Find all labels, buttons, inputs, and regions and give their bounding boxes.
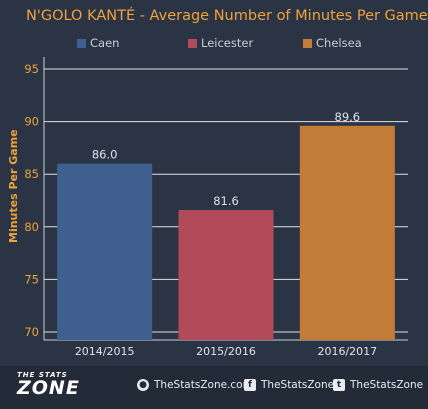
logo-top-text: THE STATS <box>17 371 68 379</box>
legend-swatch <box>77 38 86 48</box>
legend-label: Chelsea <box>316 36 362 50</box>
bar <box>299 125 395 340</box>
bar-value-label: 81.6 <box>213 194 239 208</box>
bar-value-label: 89.6 <box>335 110 361 124</box>
chart-legend: Caen Leicester Chelsea <box>0 36 428 50</box>
bar-value-label: 86.0 <box>92 148 118 162</box>
twitter-link[interactable]: t TheStatsZone <box>333 379 423 391</box>
x-tick-label: 2015/2016 <box>196 345 256 358</box>
y-tick-label: 70 <box>24 325 39 339</box>
legend-item-chelsea: Chelsea <box>303 36 362 50</box>
facebook-link[interactable]: f TheStatsZone <box>244 379 334 391</box>
legend-label: Leicester <box>201 36 254 50</box>
x-tick-label: 2014/2015 <box>75 345 135 358</box>
chart-title: N'GOLO KANTÉ - Average Number of Minutes… <box>26 8 428 24</box>
logo-bottom-text: ZONE <box>17 377 80 399</box>
y-tick-label: 75 <box>24 272 39 286</box>
legend-label: Caen <box>90 36 120 50</box>
bar-chart: 70 75 80 85 90 95 86.0 2014/2015 81.6 2015/2016 89… <box>24 57 408 358</box>
bar <box>178 209 274 340</box>
y-tick-label: 80 <box>24 220 39 234</box>
legend-swatch <box>188 38 197 48</box>
bar <box>57 163 153 340</box>
facebook-label: TheStatsZone <box>261 379 335 391</box>
globe-icon: ● <box>137 379 149 391</box>
facebook-icon: f <box>244 379 256 391</box>
y-tick-label: 90 <box>24 115 39 129</box>
legend-swatch <box>303 38 312 48</box>
x-tick-label: 2016/2017 <box>317 345 377 358</box>
legend-item-caen: Caen <box>77 36 119 50</box>
stats-zone-logo: THE STATS ZONE <box>17 372 80 398</box>
y-tick-label: 85 <box>24 167 39 181</box>
y-tick-label: 95 <box>24 62 39 76</box>
legend-item-leicester: Leicester <box>188 36 253 50</box>
footer: THE STATS ZONE ● TheStatsZone.com f TheS… <box>0 366 428 409</box>
website-link[interactable]: ● TheStatsZone.com <box>137 379 253 391</box>
twitter-icon: t <box>333 379 345 391</box>
twitter-label: TheStatsZone <box>350 379 424 391</box>
website-label: TheStatsZone.com <box>154 379 253 391</box>
